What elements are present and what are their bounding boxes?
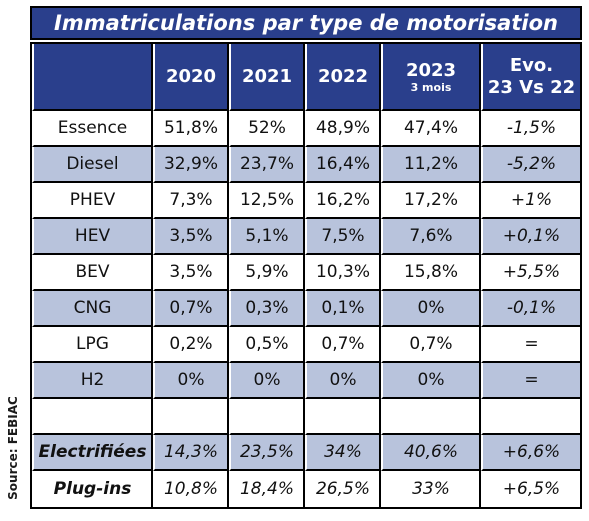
cell-2023: 47,4% <box>381 111 481 147</box>
cell-2021: 23,7% <box>229 147 305 183</box>
cell-evo: +6,5% <box>481 471 580 507</box>
header-evo-line1: Evo. <box>509 54 554 76</box>
cell-2020: 7,3% <box>153 183 229 219</box>
cell-2023: 15,8% <box>381 255 481 291</box>
cell-2020: 3,5% <box>153 219 229 255</box>
cell-2022: 0% <box>305 363 381 399</box>
cell-evo: = <box>481 363 580 399</box>
row-label: Electrifiées <box>32 435 153 471</box>
table-row: BEV 3,5% 5,9% 10,3% 15,8% +5,5% <box>32 255 580 291</box>
cell-2023 <box>381 399 481 435</box>
table-row: PHEV 7,3% 12,5% 16,2% 17,2% +1% <box>32 183 580 219</box>
header-2021: 2021 <box>229 44 305 111</box>
cell-2023: 0% <box>381 291 481 327</box>
row-label: Essence <box>32 111 153 147</box>
table-body: Essence 51,8% 52% 48,9% 47,4% -1,5% Diesel 32,9… <box>32 111 580 507</box>
row-label: LPG <box>32 327 153 363</box>
cell-evo: +5,5% <box>481 255 580 291</box>
header-empty <box>32 44 153 111</box>
cell-2022: 34% <box>305 435 381 471</box>
header-2023-year: 2023 <box>405 59 457 81</box>
table-row: H2 0% 0% 0% 0% = <box>32 363 580 399</box>
source-text: Source: FEBIAC <box>6 396 20 500</box>
cell-evo: +0,1% <box>481 219 580 255</box>
cell-2022 <box>305 399 381 435</box>
header-2022: 2022 <box>305 44 381 111</box>
row-label: Diesel <box>32 147 153 183</box>
header-evo: Evo. 23 Vs 22 <box>481 44 580 111</box>
table-row: HEV 3,5% 5,1% 7,5% 7,6% +0,1% <box>32 219 580 255</box>
cell-2020: 32,9% <box>153 147 229 183</box>
cell-2020: 0,7% <box>153 291 229 327</box>
cell-2021: 52% <box>229 111 305 147</box>
table-row: CNG 0,7% 0,3% 0,1% 0% -0,1% <box>32 291 580 327</box>
cell-evo <box>481 399 580 435</box>
header-evo-line2: 23 Vs 22 <box>487 76 576 98</box>
cell-2022: 0,1% <box>305 291 381 327</box>
table-row: Diesel 32,9% 23,7% 16,4% 11,2% -5,2% <box>32 147 580 183</box>
table-row <box>32 399 580 435</box>
row-label <box>32 399 153 435</box>
cell-evo: = <box>481 327 580 363</box>
cell-2022: 16,4% <box>305 147 381 183</box>
cell-2021: 0% <box>229 363 305 399</box>
cell-2022: 7,5% <box>305 219 381 255</box>
cell-2021: 5,1% <box>229 219 305 255</box>
table-row: Essence 51,8% 52% 48,9% 47,4% -1,5% <box>32 111 580 147</box>
cell-2021: 18,4% <box>229 471 305 507</box>
table-row: LPG 0,2% 0,5% 0,7% 0,7% = <box>32 327 580 363</box>
table-row: Electrifiées 14,3% 23,5% 34% 40,6% +6,6% <box>32 435 580 471</box>
cell-2022: 26,5% <box>305 471 381 507</box>
cell-evo: +6,6% <box>481 435 580 471</box>
cell-2020: 3,5% <box>153 255 229 291</box>
cell-2020: 10,8% <box>153 471 229 507</box>
cell-2023: 0% <box>381 363 481 399</box>
cell-2021: 23,5% <box>229 435 305 471</box>
cell-2023: 17,2% <box>381 183 481 219</box>
header-2020: 2020 <box>153 44 229 111</box>
cell-2021: 5,9% <box>229 255 305 291</box>
cell-evo: +1% <box>481 183 580 219</box>
cell-2020: 0% <box>153 363 229 399</box>
row-label: H2 <box>32 363 153 399</box>
row-label: PHEV <box>32 183 153 219</box>
cell-evo: -5,2% <box>481 147 580 183</box>
cell-2022: 10,3% <box>305 255 381 291</box>
cell-2023: 33% <box>381 471 481 507</box>
cell-2021 <box>229 399 305 435</box>
cell-2020 <box>153 399 229 435</box>
cell-2021: 0,5% <box>229 327 305 363</box>
cell-evo: -1,5% <box>481 111 580 147</box>
row-label: BEV <box>32 255 153 291</box>
header-row: 2020 2021 2022 2023 3 mois Evo. 23 Vs 22 <box>32 44 580 111</box>
row-label: Plug-ins <box>32 471 153 507</box>
cell-evo: -0,1% <box>481 291 580 327</box>
source-note: Source: FEBIAC <box>5 392 21 504</box>
registrations-table: 2020 2021 2022 2023 3 mois Evo. 23 Vs 22… <box>30 42 582 509</box>
cell-2022: 0,7% <box>305 327 381 363</box>
cell-2020: 0,2% <box>153 327 229 363</box>
cell-2020: 14,3% <box>153 435 229 471</box>
table-title: Immatriculations par type de motorisatio… <box>30 6 582 40</box>
cell-2023: 0,7% <box>381 327 481 363</box>
header-2023: 2023 3 mois <box>381 44 481 111</box>
table-row: Plug-ins 10,8% 18,4% 26,5% 33% +6,5% <box>32 471 580 507</box>
cell-2021: 0,3% <box>229 291 305 327</box>
cell-2020: 51,8% <box>153 111 229 147</box>
cell-2022: 48,9% <box>305 111 381 147</box>
cell-2023: 11,2% <box>381 147 481 183</box>
cell-2023: 40,6% <box>381 435 481 471</box>
cell-2023: 7,6% <box>381 219 481 255</box>
cell-2021: 12,5% <box>229 183 305 219</box>
header-2023-sub: 3 mois <box>410 80 452 94</box>
row-label: CNG <box>32 291 153 327</box>
cell-2022: 16,2% <box>305 183 381 219</box>
row-label: HEV <box>32 219 153 255</box>
